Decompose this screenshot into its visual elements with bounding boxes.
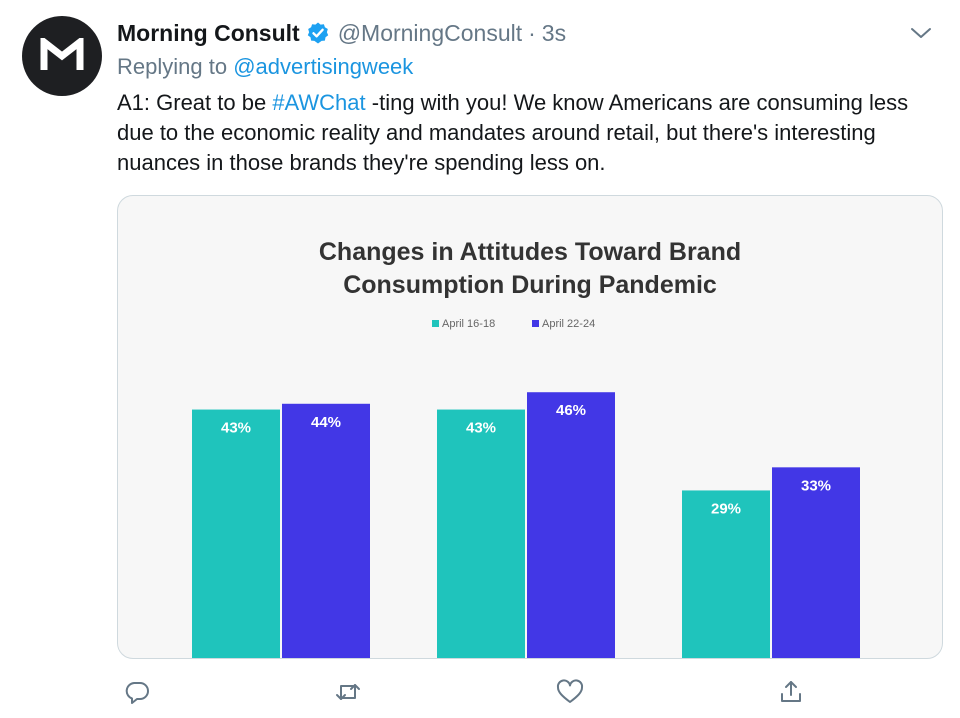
timestamp[interactable]: 3s [541,19,567,46]
bar-group1-series1 [192,409,280,658]
like-button[interactable] [554,676,586,708]
bar-label-group2-series1: 43% [466,420,496,437]
replying-to: Replying to @advertisingweek [117,54,413,80]
reply-button[interactable] [121,676,153,708]
reply-mention-link[interactable]: @advertisingweek [233,54,414,79]
media-card[interactable]: Changes in Attitudes Toward Brand Consum… [117,195,943,659]
bar-group3-series1 [682,490,770,658]
legend-swatch-2 [532,320,539,327]
verified-badge-icon [306,21,330,45]
tweet-text-part2: -ting with you! We know Americans are co… [117,90,909,175]
chart-title-line-1: Changes in Attitudes Toward Brand [319,238,741,266]
bar-label-group3-series2: 33% [801,477,831,494]
bar-label-group1-series2: 44% [311,414,341,431]
legend-swatch-1 [432,320,439,327]
bar-group3-series2 [772,467,860,658]
bar-label-group2-series2: 46% [556,402,586,419]
tweet-header: Morning Consult @MorningConsult · 3s [117,16,940,50]
legend-label-1: April 16-18 [442,318,495,330]
retweet-button[interactable] [332,676,364,708]
tweet-text-part1: A1: Great to be [117,90,273,115]
bar-group2-series2 [527,392,615,658]
morning-consult-logo [40,38,84,70]
bars: 43% 44% 43% 46% 29% 33% [192,392,860,658]
chart-legend: April 16-18 April 22-24 [432,318,595,330]
avatar[interactable] [22,16,102,96]
share-button[interactable] [775,676,807,708]
reply-icon [125,682,149,704]
legend-label-2: April 22-24 [542,318,595,330]
heart-icon [556,679,584,703]
chevron-down-icon[interactable] [908,22,934,44]
display-name[interactable]: Morning Consult [117,19,300,46]
hashtag-link[interactable]: #AWChat [272,90,366,115]
bar-group1-series2 [282,403,370,658]
replying-prefix: Replying to [117,54,228,79]
share-icon [781,681,801,702]
tweet-text: A1: Great to be #AWChat -ting with you! … [117,88,947,178]
bar-chart: Changes in Attitudes Toward Brand Consum… [192,238,860,658]
separator-dot: · [528,19,536,46]
bar-label-group1-series1: 43% [221,420,251,437]
retweet-icon [336,684,360,700]
tweet-actions [117,676,817,708]
handle[interactable]: @MorningConsult [337,19,523,46]
chart-title-line-2: Consumption During Pandemic [343,271,717,299]
bar-label-group3-series1: 29% [711,500,741,517]
bar-group2-series1 [437,409,525,658]
